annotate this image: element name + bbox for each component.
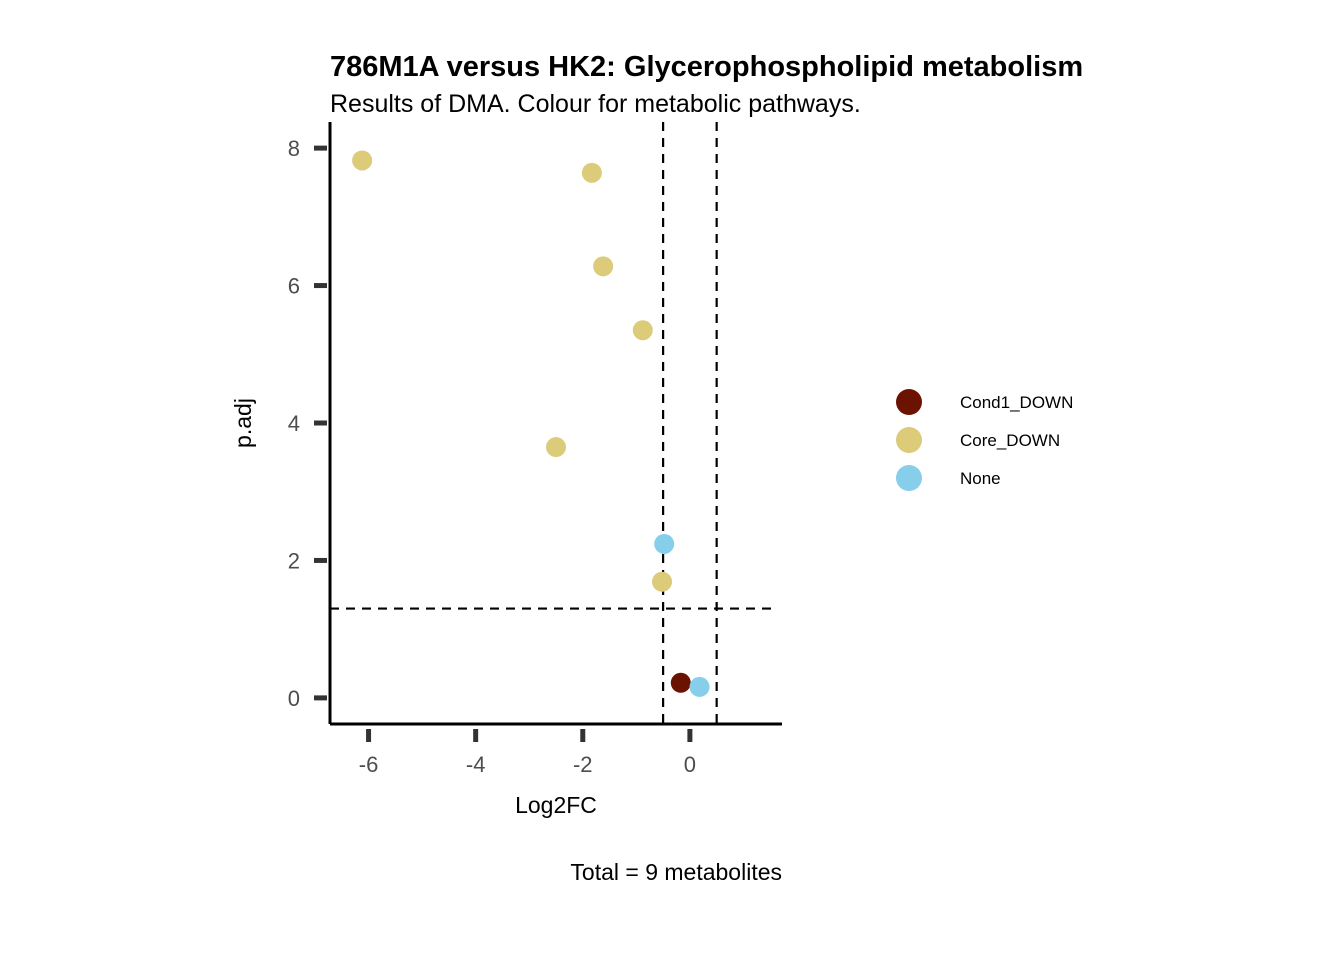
y-tick-label: 2 bbox=[288, 548, 300, 573]
legend-label: Core_DOWN bbox=[960, 431, 1060, 450]
chart-subtitle: Results of DMA. Colour for metabolic pat… bbox=[330, 90, 861, 118]
data-point bbox=[593, 256, 614, 277]
y-axis-title: p.adj bbox=[230, 398, 256, 448]
y-tick-label: 0 bbox=[288, 686, 300, 711]
data-point bbox=[689, 676, 710, 697]
data-point bbox=[632, 320, 653, 341]
chart-caption: Total = 9 metabolites bbox=[570, 859, 782, 885]
threshold-lines bbox=[330, 122, 774, 724]
data-point bbox=[581, 162, 602, 183]
y-axis-ticks: 0 2 4 6 8 bbox=[288, 136, 327, 711]
data-point bbox=[654, 533, 675, 554]
x-tick-label: 0 bbox=[684, 752, 696, 777]
y-tick-label: 6 bbox=[288, 274, 300, 299]
legend-label: None bbox=[960, 469, 1001, 488]
x-tick-label: -6 bbox=[359, 752, 379, 777]
data-points bbox=[352, 150, 710, 697]
legend-key bbox=[896, 427, 922, 453]
x-axis-ticks: -6 -4 -2 0 bbox=[359, 729, 696, 777]
data-point bbox=[670, 672, 691, 693]
data-point bbox=[546, 437, 566, 458]
legend-key bbox=[896, 465, 922, 491]
legend-label: Cond1_DOWN bbox=[960, 393, 1073, 412]
x-tick-label: -2 bbox=[573, 752, 593, 777]
data-point bbox=[352, 150, 373, 171]
y-tick-label: 4 bbox=[288, 411, 300, 436]
legend-key bbox=[896, 389, 922, 415]
data-point bbox=[652, 571, 673, 592]
legend: Cond1_DOWN Core_DOWN None bbox=[896, 389, 1073, 491]
y-tick-label: 8 bbox=[288, 136, 300, 161]
x-tick-label: -4 bbox=[466, 752, 486, 777]
x-axis-title: Log2FC bbox=[515, 792, 597, 818]
chart-title: 786M1A versus HK2: Glycerophospholipid m… bbox=[330, 51, 1083, 83]
